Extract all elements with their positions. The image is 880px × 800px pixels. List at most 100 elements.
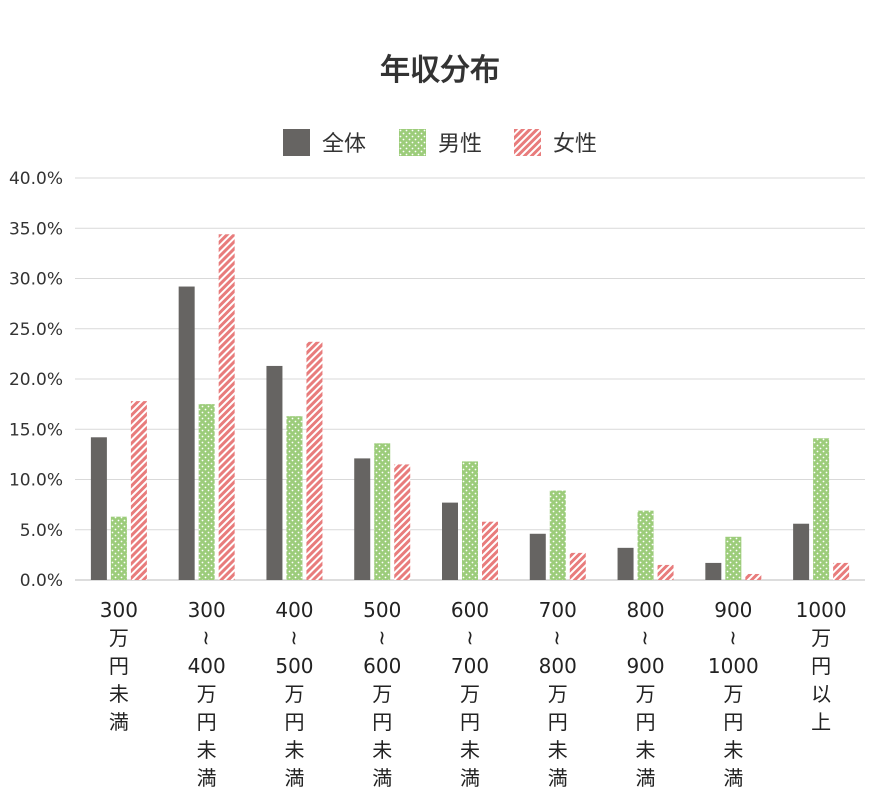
bar-男性 [725, 536, 742, 580]
x-tick-line: 400 [275, 598, 314, 622]
legend-swatch [399, 128, 426, 156]
bar-全体 [529, 533, 546, 580]
legend-label: 男性 [438, 132, 483, 157]
x-tick-line: 円 [811, 654, 832, 678]
legend-item: 男性 [399, 126, 482, 158]
bar-全体 [354, 458, 371, 580]
x-tick-line: 円 [372, 710, 393, 734]
x-tick-line: 満 [284, 766, 305, 790]
bar-男性 [637, 510, 654, 580]
x-tick-line: 未 [196, 738, 217, 762]
x-tick-label: 700 ~800 万円未満 [528, 596, 588, 792]
y-tick-label: 40.0% [9, 169, 63, 189]
x-tick-line: 万 [196, 682, 217, 706]
x-tick-line: 円 [284, 710, 305, 734]
bar-男性 [374, 443, 391, 580]
bar-全体 [617, 547, 634, 580]
x-tick-line: 以 [811, 682, 832, 706]
x-tick-line: 500 [275, 654, 314, 678]
x-tick-line: 満 [372, 766, 393, 790]
x-tick-line: ~ [194, 629, 219, 647]
x-tick-line: 700 [538, 598, 577, 622]
y-tick-label: 5.0% [20, 521, 63, 541]
x-tick-label: 300 万円未満 [89, 596, 149, 736]
bar-全体 [178, 286, 195, 580]
bar-女性 [745, 573, 762, 580]
x-tick-line: 万 [108, 626, 129, 650]
x-tick-line: 900 [714, 598, 753, 622]
x-tick-line: 未 [108, 682, 129, 706]
x-tick-line: 未 [372, 738, 393, 762]
x-tick-line: ~ [633, 629, 658, 647]
x-tick-line: 万 [372, 682, 393, 706]
x-tick-line: 満 [635, 766, 656, 790]
bar-女性 [657, 564, 674, 580]
x-tick-line: 300 [99, 598, 138, 622]
bar-女性 [394, 464, 411, 580]
y-tick-label: 35.0% [9, 219, 63, 239]
x-tick-line: 未 [547, 738, 568, 762]
legend-swatch [514, 128, 541, 156]
x-tick-line: ~ [282, 629, 307, 647]
x-tick-line: 満 [460, 766, 480, 790]
x-tick-line: 満 [196, 766, 217, 790]
bar-男性 [462, 461, 478, 580]
bar-女性 [218, 234, 235, 580]
x-tick-line: 満 [108, 710, 129, 734]
x-tick-label: 400 ~500 万円未満 [264, 596, 324, 792]
x-tick-line: 万 [635, 682, 656, 706]
x-tick-line: 500 [363, 598, 402, 622]
bar-男性 [110, 516, 127, 580]
x-tick-line: 円 [635, 710, 656, 734]
bar-女性 [833, 562, 850, 580]
x-tick-line: 万 [723, 682, 744, 706]
x-tick-line: 円 [108, 654, 129, 678]
y-tick-label: 10.0% [9, 471, 63, 491]
x-tick-line: 上 [811, 710, 832, 734]
bar-男性 [813, 438, 830, 580]
x-tick-line: 800 [538, 654, 577, 678]
x-tick-line: 300 [187, 598, 226, 622]
legend-swatch [283, 128, 310, 156]
x-tick-line: 満 [547, 766, 568, 790]
x-tick-line: 未 [460, 738, 480, 762]
bar-全体 [90, 437, 107, 580]
bar-男性 [198, 404, 215, 580]
bar-男性 [286, 416, 303, 580]
x-tick-line: 800 [626, 598, 665, 622]
y-tick-label: 25.0% [9, 320, 63, 340]
legend-item: 全体 [283, 126, 366, 158]
x-tick-line: 満 [723, 766, 744, 790]
bar-全体 [266, 365, 283, 580]
x-tick-line: 未 [284, 738, 305, 762]
x-tick-label: 900 ~1000 万円未満 [703, 596, 763, 792]
x-tick-line: 円 [196, 710, 217, 734]
x-tick-line: 円 [547, 710, 568, 734]
x-tick-line: 円 [723, 710, 744, 734]
x-tick-line: 万 [284, 682, 305, 706]
x-tick-line: ~ [457, 629, 482, 647]
x-tick-label: 800 ~900 万円未満 [616, 596, 676, 792]
x-tick-line: 1000 [707, 654, 759, 678]
y-tick-label: 0.0% [20, 571, 63, 591]
x-tick-line: 未 [723, 738, 744, 762]
x-tick-line: 1000 [795, 598, 847, 622]
x-tick-line: 万 [547, 682, 568, 706]
bar-全体 [442, 502, 458, 580]
x-tick-line: 600 [450, 598, 490, 622]
x-tick-label: 1000 万円以上 [791, 596, 851, 736]
x-tick-label: 500 ~600 万円未満 [352, 596, 412, 792]
x-tick-label: 600 ~700 万円未満 [440, 596, 500, 792]
x-tick-line: 万 [460, 682, 480, 706]
bar-男性 [549, 490, 566, 580]
y-tick-label: 30.0% [9, 270, 63, 290]
y-tick-label: 20.0% [9, 370, 63, 390]
x-tick-line: 600 [363, 654, 402, 678]
bar-女性 [569, 552, 586, 580]
x-tick-line: 400 [187, 654, 226, 678]
y-tick-label: 15.0% [9, 420, 63, 440]
bar-女性 [482, 521, 498, 580]
x-tick-line: 700 [450, 654, 490, 678]
